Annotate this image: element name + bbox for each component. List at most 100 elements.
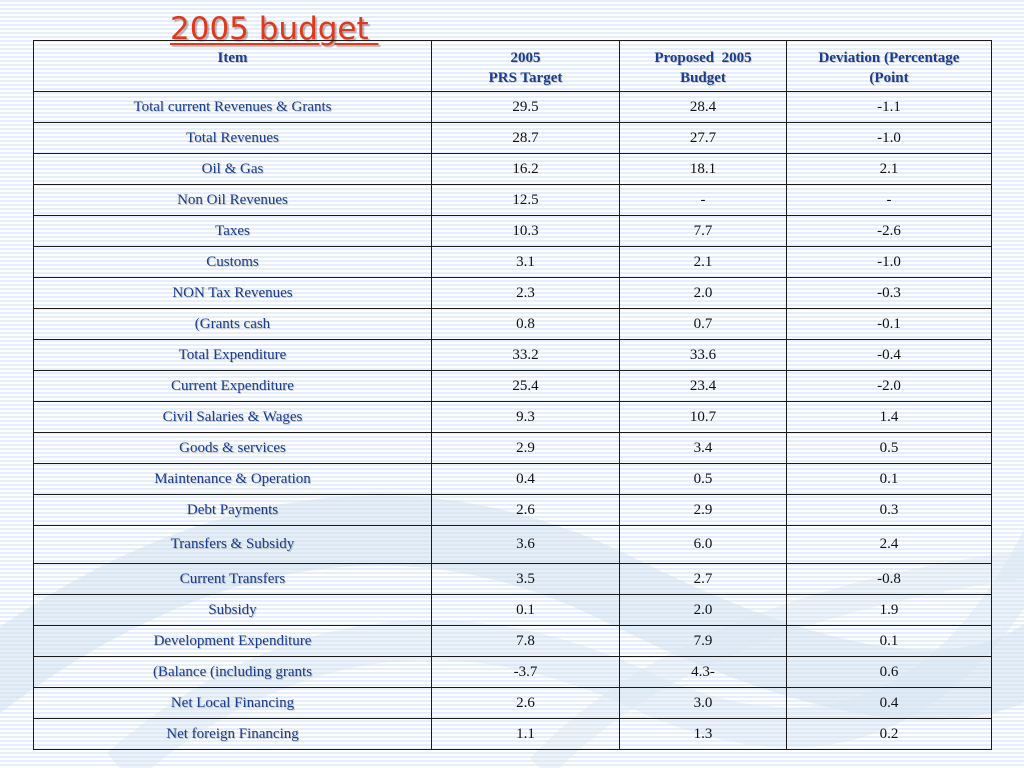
deviation-cell: -0.8 xyxy=(786,563,992,595)
prs-target-cell: 3.1 xyxy=(431,246,620,278)
table-header: Item 2005 PRS Target Proposed 2005 Budge… xyxy=(33,40,992,92)
item-cell: Non Oil Revenues xyxy=(33,184,432,216)
item-cell: (Balance (including grants xyxy=(33,656,432,688)
header-row: Item 2005 PRS Target Proposed 2005 Budge… xyxy=(33,40,992,92)
prs-target-cell: 0.1 xyxy=(431,594,620,626)
deviation-cell: 0.4 xyxy=(786,687,992,719)
proposed-budget-cell: 27.7 xyxy=(619,122,787,154)
table-row: Subsidy 0.1 2.0 1.9 xyxy=(33,594,992,626)
header-prs-target: 2005 PRS Target xyxy=(431,40,620,92)
table-row: Taxes 10.3 7.7 -2.6 xyxy=(33,215,992,247)
prs-target-cell: 0.8 xyxy=(431,308,620,340)
prs-target-cell: 9.3 xyxy=(431,401,620,433)
table-row: NON Tax Revenues 2.3 2.0 -0.3 xyxy=(33,277,992,309)
table-row: Development Expenditure 7.8 7.9 0.1 xyxy=(33,625,992,657)
header-proposed-line1: Proposed 2005 xyxy=(654,50,752,66)
deviation-cell: 0.3 xyxy=(786,494,992,526)
table-row: Maintenance & Operation 0.4 0.5 0.1 xyxy=(33,463,992,495)
proposed-budget-cell: 3.4 xyxy=(619,432,787,464)
item-cell: Current Transfers xyxy=(33,563,432,595)
proposed-budget-cell: 2.7 xyxy=(619,563,787,595)
deviation-cell: 0.1 xyxy=(786,625,992,657)
item-cell: Customs xyxy=(33,246,432,278)
proposed-budget-cell: 7.7 xyxy=(619,215,787,247)
proposed-budget-cell: 2.9 xyxy=(619,494,787,526)
item-cell: Oil & Gas xyxy=(33,153,432,185)
deviation-cell: 0.6 xyxy=(786,656,992,688)
header-prs-target-line1: 2005 xyxy=(510,50,541,66)
proposed-budget-cell: 2.0 xyxy=(619,277,787,309)
deviation-cell: -0.4 xyxy=(786,339,992,371)
proposed-budget-cell: 3.0 xyxy=(619,687,787,719)
prs-target-cell: 33.2 xyxy=(431,339,620,371)
deviation-cell: 0.1 xyxy=(786,463,992,495)
header-deviation-line2: (Point xyxy=(869,70,909,86)
header-proposed-line2: Budget xyxy=(680,70,726,86)
table-row: Net foreign Financing 1.1 1.3 0.2 xyxy=(33,718,992,750)
table-row: (Balance (including grants -3.7 4.3- 0.6 xyxy=(33,656,992,688)
table-body: Total current Revenues & Grants 29.5 28.… xyxy=(33,91,992,750)
table-row: Current Expenditure 25.4 23.4 -2.0 xyxy=(33,370,992,402)
deviation-cell: -2.6 xyxy=(786,215,992,247)
budget-table: Item 2005 PRS Target Proposed 2005 Budge… xyxy=(33,40,992,750)
deviation-cell: 1.9 xyxy=(786,594,992,626)
table-row: Total current Revenues & Grants 29.5 28.… xyxy=(33,91,992,123)
header-item: Item xyxy=(33,40,432,92)
deviation-cell: 2.1 xyxy=(786,153,992,185)
proposed-budget-cell: 33.6 xyxy=(619,339,787,371)
item-cell: Total Expenditure xyxy=(33,339,432,371)
proposed-budget-cell: 2.0 xyxy=(619,594,787,626)
table-row: Net Local Financing 2.6 3.0 0.4 xyxy=(33,687,992,719)
proposed-budget-cell: 7.9 xyxy=(619,625,787,657)
header-deviation-line1: Deviation (Percentage xyxy=(818,50,960,66)
prs-target-cell: 12.5 xyxy=(431,184,620,216)
proposed-budget-cell: - xyxy=(619,184,787,216)
prs-target-cell: 10.3 xyxy=(431,215,620,247)
proposed-budget-cell: 0.5 xyxy=(619,463,787,495)
proposed-budget-cell: 0.7 xyxy=(619,308,787,340)
prs-target-cell: 25.4 xyxy=(431,370,620,402)
item-cell: Taxes xyxy=(33,215,432,247)
table-row: Goods & services 2.9 3.4 0.5 xyxy=(33,432,992,464)
deviation-cell: 1.4 xyxy=(786,401,992,433)
table-row: Current Transfers 3.5 2.7 -0.8 xyxy=(33,563,992,595)
item-cell: Subsidy xyxy=(33,594,432,626)
prs-target-cell: 29.5 xyxy=(431,91,620,123)
table-row: Customs 3.1 2.1 -1.0 xyxy=(33,246,992,278)
table-row: Transfers & Subsidy 3.6 6.0 2.4 xyxy=(33,525,992,564)
prs-target-cell: 3.5 xyxy=(431,563,620,595)
item-cell: (Grants cash xyxy=(33,308,432,340)
item-cell: Development Expenditure xyxy=(33,625,432,657)
header-deviation: Deviation (Percentage (Point xyxy=(786,40,992,92)
proposed-budget-cell: 18.1 xyxy=(619,153,787,185)
prs-target-cell: -3.7 xyxy=(431,656,620,688)
table-row: Non Oil Revenues 12.5 - - xyxy=(33,184,992,216)
deviation-cell: 0.5 xyxy=(786,432,992,464)
deviation-cell: -0.1 xyxy=(786,308,992,340)
table-row: Total Revenues 28.7 27.7 -1.0 xyxy=(33,122,992,154)
deviation-cell: -1.0 xyxy=(786,122,992,154)
deviation-cell: -2.0 xyxy=(786,370,992,402)
deviation-cell: - xyxy=(786,184,992,216)
deviation-cell: -1.0 xyxy=(786,246,992,278)
table-row: Civil Salaries & Wages 9.3 10.7 1.4 xyxy=(33,401,992,433)
item-cell: Total Revenues xyxy=(33,122,432,154)
item-cell: Transfers & Subsidy xyxy=(33,525,432,564)
header-proposed-budget: Proposed 2005 Budget xyxy=(619,40,787,92)
table-row: (Grants cash 0.8 0.7 -0.1 xyxy=(33,308,992,340)
header-prs-target-line2: PRS Target xyxy=(488,70,563,86)
header-item-label: Item xyxy=(217,50,248,66)
table-row: Debt Payments 2.6 2.9 0.3 xyxy=(33,494,992,526)
proposed-budget-cell: 10.7 xyxy=(619,401,787,433)
item-cell: Current Expenditure xyxy=(33,370,432,402)
item-cell: Goods & services xyxy=(33,432,432,464)
prs-target-cell: 2.6 xyxy=(431,494,620,526)
prs-target-cell: 3.6 xyxy=(431,525,620,564)
proposed-budget-cell: 28.4 xyxy=(619,91,787,123)
proposed-budget-cell: 1.3 xyxy=(619,718,787,750)
item-cell: NON Tax Revenues xyxy=(33,277,432,309)
item-cell: Civil Salaries & Wages xyxy=(33,401,432,433)
item-cell: Total current Revenues & Grants xyxy=(33,91,432,123)
proposed-budget-cell: 6.0 xyxy=(619,525,787,564)
prs-target-cell: 1.1 xyxy=(431,718,620,750)
